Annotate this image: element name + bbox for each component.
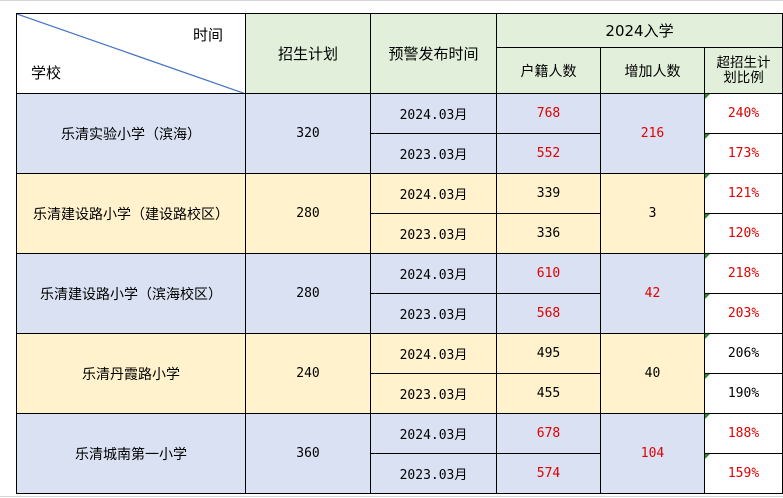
ratio-value: 190% (727, 386, 760, 401)
ratio-cell[interactable]: 120% (704, 213, 783, 254)
warn-time-cell[interactable]: 2024.03月 (370, 253, 497, 294)
ratio-cell[interactable]: 203% (704, 293, 783, 334)
ratio-cell[interactable]: 190% (704, 373, 783, 414)
ratio-cell[interactable]: 240% (704, 93, 783, 134)
warn-time-cell[interactable]: 2023.03月 (370, 213, 497, 254)
warn-time-cell[interactable]: 2024.03月 (370, 173, 497, 214)
warn-time-cell[interactable]: 2024.03月 (370, 333, 497, 374)
header-plan[interactable]: 招生计划 (245, 13, 371, 94)
ratio-cell[interactable]: 218% (704, 253, 783, 294)
hukou-cell[interactable]: 552 (496, 133, 601, 174)
ratio-value: 159% (727, 466, 760, 481)
header-warn-time[interactable]: 预警发布时间 (370, 13, 497, 94)
table-row: 乐清建设路小学（建设路校区） 280 2024.03月 339 3 121% (16, 173, 783, 254)
table-row: 乐清丹霞路小学 240 2024.03月 495 40 206% (16, 333, 783, 414)
sheet-gridline (0, 496, 783, 497)
table-row: 2023.03月 455 190% (17, 373, 783, 414)
plan-cell[interactable]: 280 (245, 173, 371, 254)
plan-cell[interactable]: 240 (245, 333, 371, 414)
hukou-cell[interactable]: 574 (496, 453, 601, 494)
ratio-value: 120% (727, 226, 760, 241)
error-indicator-icon (705, 254, 710, 259)
error-indicator-icon (705, 134, 710, 139)
plan-cell[interactable]: 320 (245, 93, 371, 174)
ratio-cell[interactable]: 121% (704, 173, 783, 214)
table-row: 乐清城南第一小学 360 2024.03月 678 104 188% (16, 413, 783, 494)
header-time-label: 时间 (192, 26, 223, 44)
hukou-cell[interactable]: 678 (496, 413, 601, 454)
error-indicator-icon (705, 94, 710, 99)
diagonal-line (17, 14, 244, 93)
hukou-cell[interactable]: 568 (496, 293, 601, 334)
error-indicator-icon (705, 454, 710, 459)
hukou-cell[interactable]: 495 (496, 333, 601, 374)
plan-cell[interactable]: 360 (245, 413, 371, 494)
school-name-cell[interactable]: 乐清建设路小学（建设路校区） (16, 173, 246, 254)
warn-time-cell[interactable]: 2023.03月 (370, 453, 497, 494)
warn-time-cell[interactable]: 2023.03月 (370, 133, 497, 174)
error-indicator-icon (705, 294, 710, 299)
ratio-value: 206% (727, 346, 760, 361)
error-indicator-icon (705, 334, 710, 339)
table-row: 2023.03月 574 159% (17, 453, 783, 494)
hukou-cell[interactable]: 610 (496, 253, 601, 294)
increase-cell[interactable]: 40 (600, 333, 705, 414)
school-name-cell[interactable]: 乐清实验小学（滨海） (16, 93, 246, 174)
header-hukou[interactable]: 户籍人数 (496, 47, 601, 94)
hukou-cell[interactable]: 455 (496, 373, 601, 414)
hukou-cell[interactable]: 336 (496, 213, 601, 254)
ratio-value: 240% (727, 106, 760, 121)
ratio-value: 188% (727, 426, 760, 441)
increase-cell[interactable]: 42 (600, 253, 705, 334)
ratio-value: 218% (727, 266, 760, 281)
error-indicator-icon (705, 414, 710, 419)
table-row: 乐清建设路小学（滨海校区） 280 2024.03月 610 42 218% (16, 253, 783, 334)
warn-time-cell[interactable]: 2024.03月 (370, 93, 497, 134)
increase-cell[interactable]: 104 (600, 413, 705, 494)
warn-time-cell[interactable]: 2023.03月 (370, 293, 497, 334)
increase-cell[interactable]: 216 (600, 93, 705, 174)
sheet-gridline (0, 0, 783, 1)
header-increase[interactable]: 增加人数 (600, 47, 705, 94)
ratio-cell[interactable]: 188% (704, 413, 783, 454)
error-indicator-icon (705, 174, 710, 179)
school-name-cell[interactable]: 乐清建设路小学（滨海校区） (16, 253, 246, 334)
table-row: 乐清实验小学（滨海） 320 2024.03月 768 216 240% (16, 93, 783, 174)
ratio-value: 121% (727, 186, 760, 201)
ratio-cell[interactable]: 173% (704, 133, 783, 174)
ratio-cell[interactable]: 159% (704, 453, 783, 494)
ratio-value: 173% (727, 146, 760, 161)
header-ratio-text: 超招生计划比例 (716, 54, 771, 86)
error-indicator-icon (705, 214, 710, 219)
increase-cell[interactable]: 3 (600, 173, 705, 254)
warn-time-cell[interactable]: 2023.03月 (370, 373, 497, 414)
table-row: 2023.03月 568 203% (17, 293, 783, 334)
header-ratio[interactable]: 超招生计划比例 (704, 47, 783, 94)
header-group-2024[interactable]: 2024入学 (496, 13, 783, 48)
school-name-cell[interactable]: 乐清丹霞路小学 (16, 333, 246, 414)
school-name-cell[interactable]: 乐清城南第一小学 (16, 413, 246, 494)
plan-cell[interactable]: 280 (245, 253, 371, 334)
error-indicator-icon (705, 374, 710, 379)
header-school-label: 学校 (31, 64, 62, 82)
hukou-cell[interactable]: 339 (496, 173, 601, 214)
hukou-cell[interactable]: 768 (496, 93, 601, 134)
ratio-value: 203% (727, 306, 760, 321)
warn-time-cell[interactable]: 2024.03月 (370, 413, 497, 454)
enrollment-warning-table: 时间 学校 招生计划 预警发布时间 2024入学 户籍人数 增加人数 超招生计划… (16, 13, 783, 494)
table-row: 2023.03月 336 120% (17, 213, 783, 254)
ratio-cell[interactable]: 206% (704, 333, 783, 374)
header-diagonal-cell[interactable]: 时间 学校 (16, 13, 246, 94)
